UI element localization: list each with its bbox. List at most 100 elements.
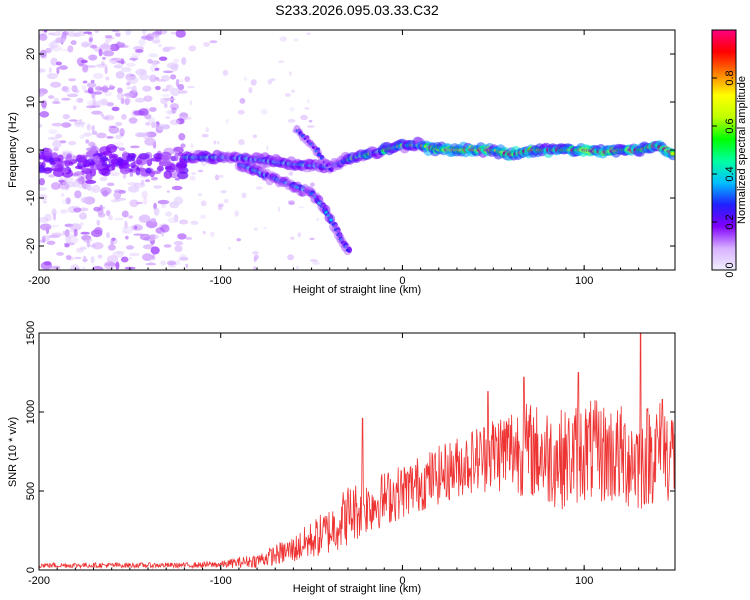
spectrogram-blob <box>145 220 158 229</box>
spectrogram-blob <box>199 214 207 219</box>
spectrogram-blob <box>100 113 105 117</box>
spectrogram-blob <box>149 107 157 112</box>
spectrogram-blob <box>171 185 183 191</box>
spectrogram-blob <box>173 214 179 223</box>
spectrogram-blob <box>241 192 247 199</box>
spectrogram-y-tick-label: -10 <box>25 190 37 206</box>
spectrogram-y-tick-label: 10 <box>25 96 37 108</box>
spectrogram-blob <box>43 261 52 266</box>
spectrogram-blob <box>42 200 48 204</box>
spectrogram-blob <box>166 46 176 50</box>
snr-y-tick-label: 1500 <box>25 321 37 345</box>
spectrogram-blob <box>88 38 93 43</box>
spectrogram-blob <box>68 78 76 82</box>
spectrogram-blob <box>170 74 177 80</box>
spectrogram-blob <box>65 30 76 35</box>
spectrogram-blob <box>178 79 184 83</box>
spectrogram-blob <box>216 140 220 145</box>
spectrogram-blob <box>209 40 218 44</box>
spectrogram-blob <box>191 172 197 175</box>
spectrogram-blob <box>135 167 141 176</box>
spectrogram-blob <box>39 32 47 36</box>
spectrogram-blob <box>115 121 123 127</box>
spectrogram-blob <box>62 230 66 236</box>
snr-y-axis-label: SNR (10 * v/v) <box>7 417 19 487</box>
spectrogram-blob <box>142 244 154 250</box>
spectrogram-blob <box>158 44 162 48</box>
spectrogram-blob <box>105 262 117 267</box>
spectrogram-blob <box>190 143 194 148</box>
spectrogram-x-tick-label: -100 <box>210 275 232 287</box>
spectrogram-x-tick-label: -200 <box>28 275 50 287</box>
spectrogram-blob <box>287 118 296 123</box>
spectrogram-blob <box>201 133 209 138</box>
spectrogram-blob <box>124 98 130 106</box>
spectrogram-blob <box>101 167 111 177</box>
figure-title: S233.2026.095.03.33.C32 <box>275 2 439 18</box>
spectrogram-blob <box>237 109 245 115</box>
spectrogram-blob <box>48 67 52 73</box>
spectrogram-blob <box>66 93 79 98</box>
spectrogram-blob <box>252 251 259 255</box>
spectrogram-blob <box>278 60 285 63</box>
spectrogram-blob <box>116 92 124 101</box>
spectrogram-blob <box>51 101 61 104</box>
spectrogram-blob <box>92 97 96 106</box>
spectrogram-blob <box>86 183 92 191</box>
spectrogram-blob <box>90 79 95 84</box>
spectrogram-blob <box>153 185 163 189</box>
spectrogram-blob <box>80 196 89 204</box>
spectrogram-blob <box>71 85 78 93</box>
spectrogram-blob <box>95 86 103 91</box>
spectrogram-blob <box>157 199 170 205</box>
spectrogram-blob <box>217 203 225 207</box>
spectrogram-blobs <box>39 30 675 270</box>
spectrogram-blob <box>175 30 186 38</box>
spectrogram-blob <box>128 256 132 260</box>
spectrogram-blob <box>81 42 94 47</box>
spectrogram-blob <box>73 228 78 237</box>
spectrogram-blob <box>154 34 159 38</box>
spectrogram-blob <box>142 30 147 36</box>
spectrogram-blob <box>130 55 139 61</box>
spectrogram-blob <box>133 182 146 188</box>
spectrogram-blob <box>55 133 63 139</box>
spectrogram-blob <box>51 208 57 216</box>
spectrogram-blob <box>149 74 157 83</box>
spectrogram-blob <box>76 31 86 37</box>
spectrogram-blob <box>105 144 117 153</box>
spectrogram-blob <box>236 238 242 242</box>
spectrogram-blob <box>82 255 87 263</box>
spectrogram-blob <box>132 85 137 94</box>
spectrogram-blob <box>203 42 210 47</box>
spectrogram-blob <box>255 186 263 190</box>
spectrogram-blob <box>120 97 125 105</box>
spectrogram-blob <box>72 180 80 188</box>
spectrogram-blob <box>48 41 59 49</box>
spectrogram-blob <box>56 66 60 75</box>
spectrogram-blob <box>85 180 97 184</box>
spectrogram-blob <box>108 214 113 221</box>
spectrogram-blob <box>50 45 63 52</box>
spectrogram-blob <box>96 63 108 68</box>
spectrogram-blob <box>82 80 88 84</box>
spectrogram-blob <box>81 65 89 74</box>
spectrogram-blob <box>128 117 138 124</box>
spectrogram-blob <box>145 179 151 183</box>
spectrogram-blob <box>74 256 82 260</box>
spectrogram-blob <box>291 89 295 93</box>
spectrogram-blob <box>185 236 193 240</box>
spectrogram-blob <box>177 233 187 240</box>
spectrogram-blob <box>161 203 166 208</box>
spectrogram-blob <box>138 214 151 223</box>
spectrogram-blob <box>39 187 48 191</box>
spectrogram-blob <box>153 207 160 216</box>
spectrogram-blob <box>81 85 87 91</box>
spectrogram-blob <box>93 155 100 164</box>
spectrogram-blob <box>130 162 136 169</box>
spectrogram-blob <box>128 215 134 219</box>
spectrogram-blob <box>62 114 70 120</box>
spectrogram-blob <box>145 262 157 266</box>
spectrogram-blob <box>91 184 101 193</box>
